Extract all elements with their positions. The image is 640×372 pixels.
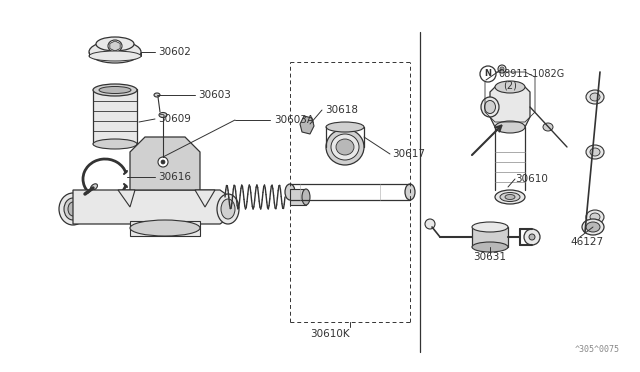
Ellipse shape xyxy=(336,139,354,155)
Polygon shape xyxy=(110,41,120,51)
Polygon shape xyxy=(300,116,314,134)
Ellipse shape xyxy=(68,202,78,216)
Text: 30617: 30617 xyxy=(392,149,425,159)
Text: 30603: 30603 xyxy=(198,90,231,100)
Ellipse shape xyxy=(326,122,364,132)
Circle shape xyxy=(158,157,168,167)
Circle shape xyxy=(500,67,504,71)
Ellipse shape xyxy=(590,93,600,101)
Polygon shape xyxy=(490,87,530,127)
Circle shape xyxy=(524,229,540,245)
Circle shape xyxy=(498,65,506,73)
Ellipse shape xyxy=(99,87,131,93)
Ellipse shape xyxy=(495,81,525,93)
Ellipse shape xyxy=(590,213,600,221)
Ellipse shape xyxy=(586,90,604,104)
Ellipse shape xyxy=(586,145,604,159)
Ellipse shape xyxy=(484,100,495,113)
Polygon shape xyxy=(195,190,215,207)
Text: 30603A: 30603A xyxy=(274,115,314,125)
Ellipse shape xyxy=(500,192,520,202)
Bar xyxy=(130,221,200,236)
Ellipse shape xyxy=(495,190,525,204)
Text: 30602: 30602 xyxy=(158,47,191,57)
Ellipse shape xyxy=(93,139,137,149)
Polygon shape xyxy=(118,190,135,207)
Text: 30609: 30609 xyxy=(158,114,191,124)
Bar xyxy=(290,189,306,205)
Ellipse shape xyxy=(89,51,141,61)
Ellipse shape xyxy=(505,195,515,199)
Ellipse shape xyxy=(159,112,167,118)
Ellipse shape xyxy=(59,193,87,225)
Circle shape xyxy=(425,219,435,229)
Ellipse shape xyxy=(326,129,364,165)
Ellipse shape xyxy=(586,210,604,224)
Ellipse shape xyxy=(405,184,415,200)
Bar xyxy=(93,89,137,144)
Ellipse shape xyxy=(472,222,508,232)
Ellipse shape xyxy=(108,40,122,52)
Ellipse shape xyxy=(89,41,141,63)
Circle shape xyxy=(529,234,535,240)
Ellipse shape xyxy=(472,242,508,252)
Polygon shape xyxy=(73,190,230,224)
Ellipse shape xyxy=(495,121,525,133)
Ellipse shape xyxy=(64,198,82,220)
Ellipse shape xyxy=(586,222,600,232)
Text: 46127: 46127 xyxy=(570,237,603,247)
Ellipse shape xyxy=(285,184,295,200)
Ellipse shape xyxy=(221,199,235,219)
Text: 30631: 30631 xyxy=(474,252,506,262)
Text: 30616: 30616 xyxy=(158,172,191,182)
Bar xyxy=(472,227,508,247)
Polygon shape xyxy=(130,137,200,190)
Text: 08911-1082G: 08911-1082G xyxy=(498,69,564,79)
Text: 30610K: 30610K xyxy=(310,329,350,339)
Ellipse shape xyxy=(302,189,310,205)
Ellipse shape xyxy=(217,194,239,224)
Ellipse shape xyxy=(331,134,359,160)
Ellipse shape xyxy=(130,220,200,236)
Text: 30618: 30618 xyxy=(325,105,358,115)
Ellipse shape xyxy=(590,148,600,156)
Ellipse shape xyxy=(543,123,553,131)
Ellipse shape xyxy=(93,84,137,96)
Circle shape xyxy=(161,160,165,164)
Text: 30610: 30610 xyxy=(515,174,548,184)
Ellipse shape xyxy=(96,37,134,51)
Text: N: N xyxy=(484,70,492,78)
Ellipse shape xyxy=(154,93,160,97)
Text: ^305^0075: ^305^0075 xyxy=(575,345,620,354)
Circle shape xyxy=(480,66,496,82)
Ellipse shape xyxy=(582,219,604,235)
Ellipse shape xyxy=(481,97,499,117)
Ellipse shape xyxy=(90,184,97,190)
Text: (2): (2) xyxy=(503,81,517,91)
